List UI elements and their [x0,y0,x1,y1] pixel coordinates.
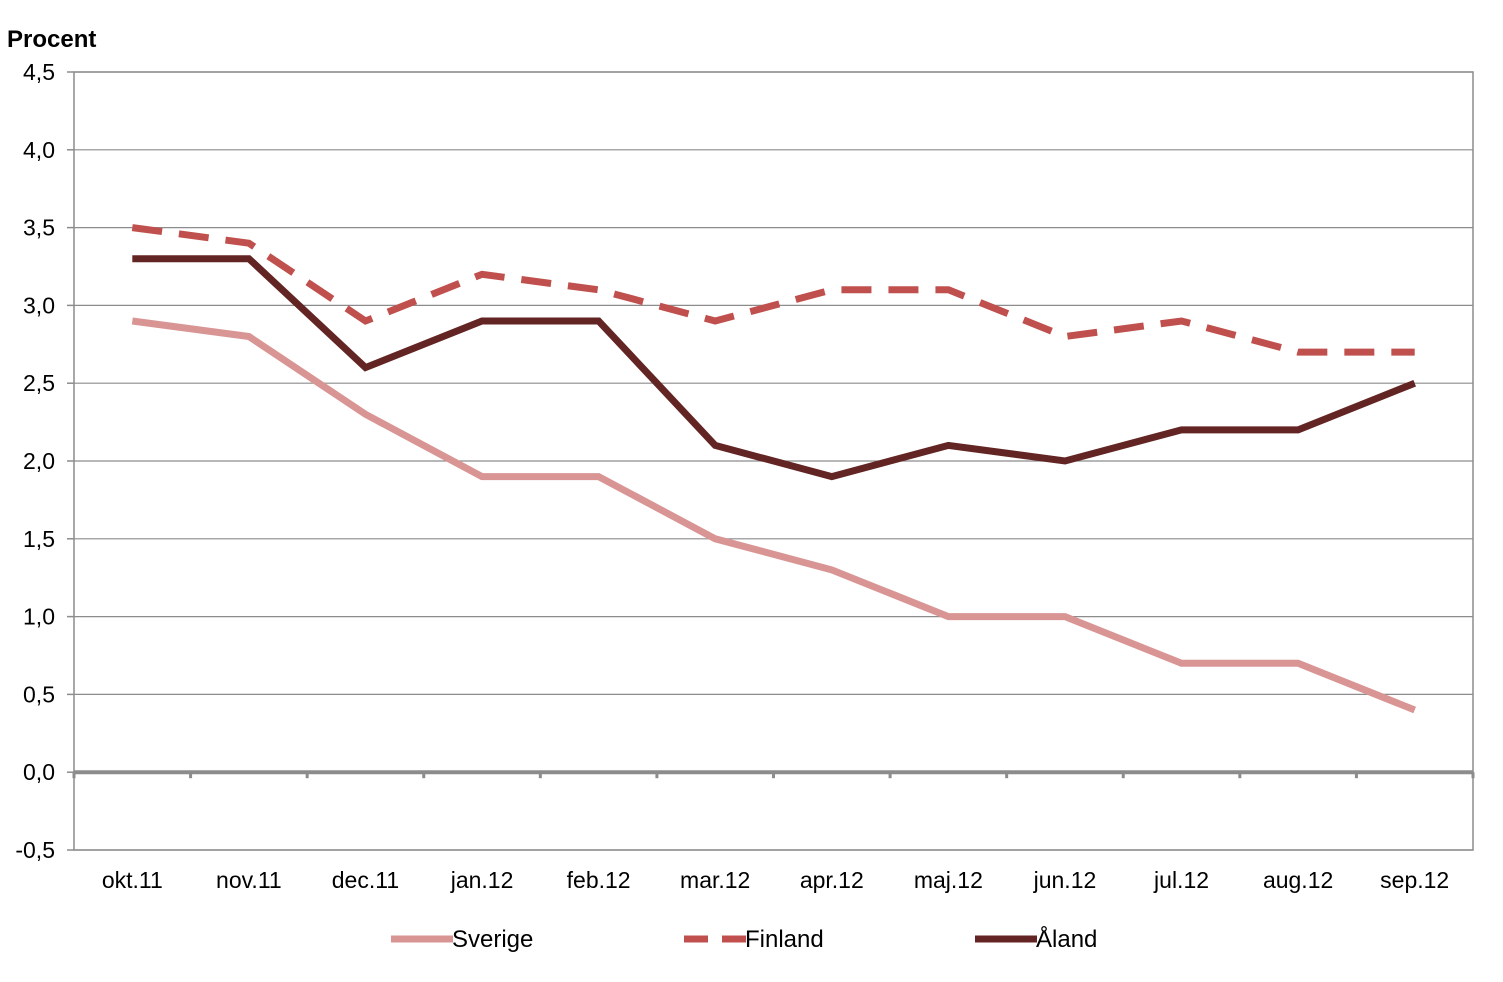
x-tick-label: jul.12 [1153,867,1209,893]
y-tick-label: 3,0 [23,292,55,318]
x-tick-label: nov.11 [216,867,282,893]
legend-label: Åland [1036,925,1097,953]
y-tick-label: 0,0 [23,759,55,785]
y-tick-label: 4,5 [23,59,55,85]
y-tick-label: 0,5 [23,681,55,707]
series-line-sverige [131,317,1417,714]
y-axis-label: Procent [7,26,96,53]
x-tick-label: jan.12 [450,867,514,893]
x-tick-label: aug.12 [1263,867,1333,893]
y-axis: -0,5 0,0 0,5 1,0 1,5 2,0 2,5 3,0 3,5 4,0 4,5 [15,59,74,863]
series-lines [131,224,1417,714]
y-tick-label: 1,5 [23,526,55,552]
x-tick-label: jun.12 [1033,867,1097,893]
y-tick-label: 3,5 [23,215,55,241]
legend: Sverige Finland Åland [391,925,1097,953]
x-tick-label: apr.12 [800,867,864,893]
x-tick-label: okt.11 [102,867,163,893]
x-tick-label: sep.12 [1380,867,1449,893]
x-axis: okt.11 nov.11 dec.11 jan.12 feb.12 mar.12 apr.… [72,770,1475,893]
y-tick-label: 1,0 [23,604,55,630]
x-tick-label: dec.11 [332,867,399,893]
series-line-finland [131,224,1415,356]
series-line-åland [132,255,1417,481]
y-tick-label: 2,5 [23,370,55,396]
y-tick-label: 2,0 [23,448,55,474]
y-tick-label: -0,5 [15,837,55,863]
x-tick-label: maj.12 [914,867,983,893]
x-tick-label: mar.12 [680,867,750,893]
legend-label: Finland [745,926,824,953]
y-tick-label: 4,0 [23,137,55,163]
legend-label: Sverige [452,926,533,953]
x-tick-label: feb.12 [567,867,631,893]
